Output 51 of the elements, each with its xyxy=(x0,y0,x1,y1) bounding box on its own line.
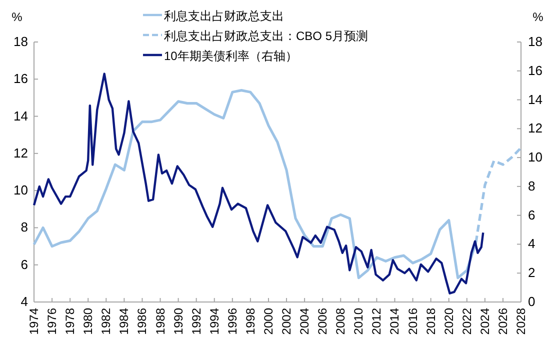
x-tick-label: 1992 xyxy=(189,308,204,335)
y2-tick-label: 14 xyxy=(528,92,542,107)
y2-tick-label: 6 xyxy=(528,207,536,222)
y2-tick-label: 2 xyxy=(528,265,536,280)
x-tick-label: 1994 xyxy=(207,308,222,335)
x-tick-label: 2000 xyxy=(261,308,276,335)
x-tick-label: 1974 xyxy=(27,308,41,335)
y2-tick-label: 0 xyxy=(528,294,536,309)
x-tick-label: 1986 xyxy=(135,308,150,335)
legend-label: 利息支出占财政总支出 xyxy=(164,9,284,23)
y2-tick-label: 16 xyxy=(528,62,542,78)
x-tick-label: 1990 xyxy=(171,308,186,335)
x-tick-label: 2026 xyxy=(496,308,510,335)
y-axis-title: % xyxy=(12,10,23,24)
x-tick-label: 2002 xyxy=(280,308,294,335)
x-tick-label: 2004 xyxy=(298,308,312,335)
x-tick-label: 1984 xyxy=(117,308,132,335)
y-tick-label: 4 xyxy=(20,294,28,309)
x-tick-label: 2008 xyxy=(334,308,348,335)
x-tick-label: 1996 xyxy=(225,308,240,335)
x-tick-label: 2012 xyxy=(370,308,384,335)
legend-label: 10年期美债利率（右轴） xyxy=(164,49,298,63)
y2-tick-label: 4 xyxy=(528,236,536,252)
y-tick-label: 14 xyxy=(14,108,28,124)
x-tick-label: 1998 xyxy=(243,308,258,335)
y-tick-label: 18 xyxy=(14,34,28,49)
x-tick-label: 2006 xyxy=(316,308,330,335)
x-tick-label: 2010 xyxy=(352,308,366,335)
y2-tick-label: 10 xyxy=(528,150,542,165)
y2-tick-label: 12 xyxy=(528,120,542,136)
x-tick-label: 2014 xyxy=(388,308,402,335)
y-tick-label: 6 xyxy=(20,256,28,272)
x-tick-label: 2020 xyxy=(442,308,456,335)
x-tick-label: 1982 xyxy=(99,308,114,335)
y2-tick-label: 8 xyxy=(528,178,536,194)
y2-tick-label: 18 xyxy=(528,34,542,49)
x-tick-label: 2016 xyxy=(406,308,420,335)
y-tick-label: 16 xyxy=(14,71,28,86)
x-tick-label: 2022 xyxy=(460,308,474,335)
legend-label: 利息支出占财政总支出：CBO 5月预测 xyxy=(164,29,368,43)
x-tick-label: 2018 xyxy=(424,308,438,335)
x-tick-label: 1976 xyxy=(45,308,60,335)
x-tick-label: 2028 xyxy=(514,308,528,335)
x-tick-label: 1988 xyxy=(153,308,168,335)
y2-axis-title: % xyxy=(532,10,544,24)
y-tick-label: 10 xyxy=(14,182,28,198)
x-tick-label: 1980 xyxy=(81,308,96,335)
y-tick-label: 12 xyxy=(14,145,28,160)
x-tick-label: 1978 xyxy=(63,308,78,335)
x-tick-label: 2024 xyxy=(478,308,492,335)
y-tick-label: 8 xyxy=(20,220,28,235)
